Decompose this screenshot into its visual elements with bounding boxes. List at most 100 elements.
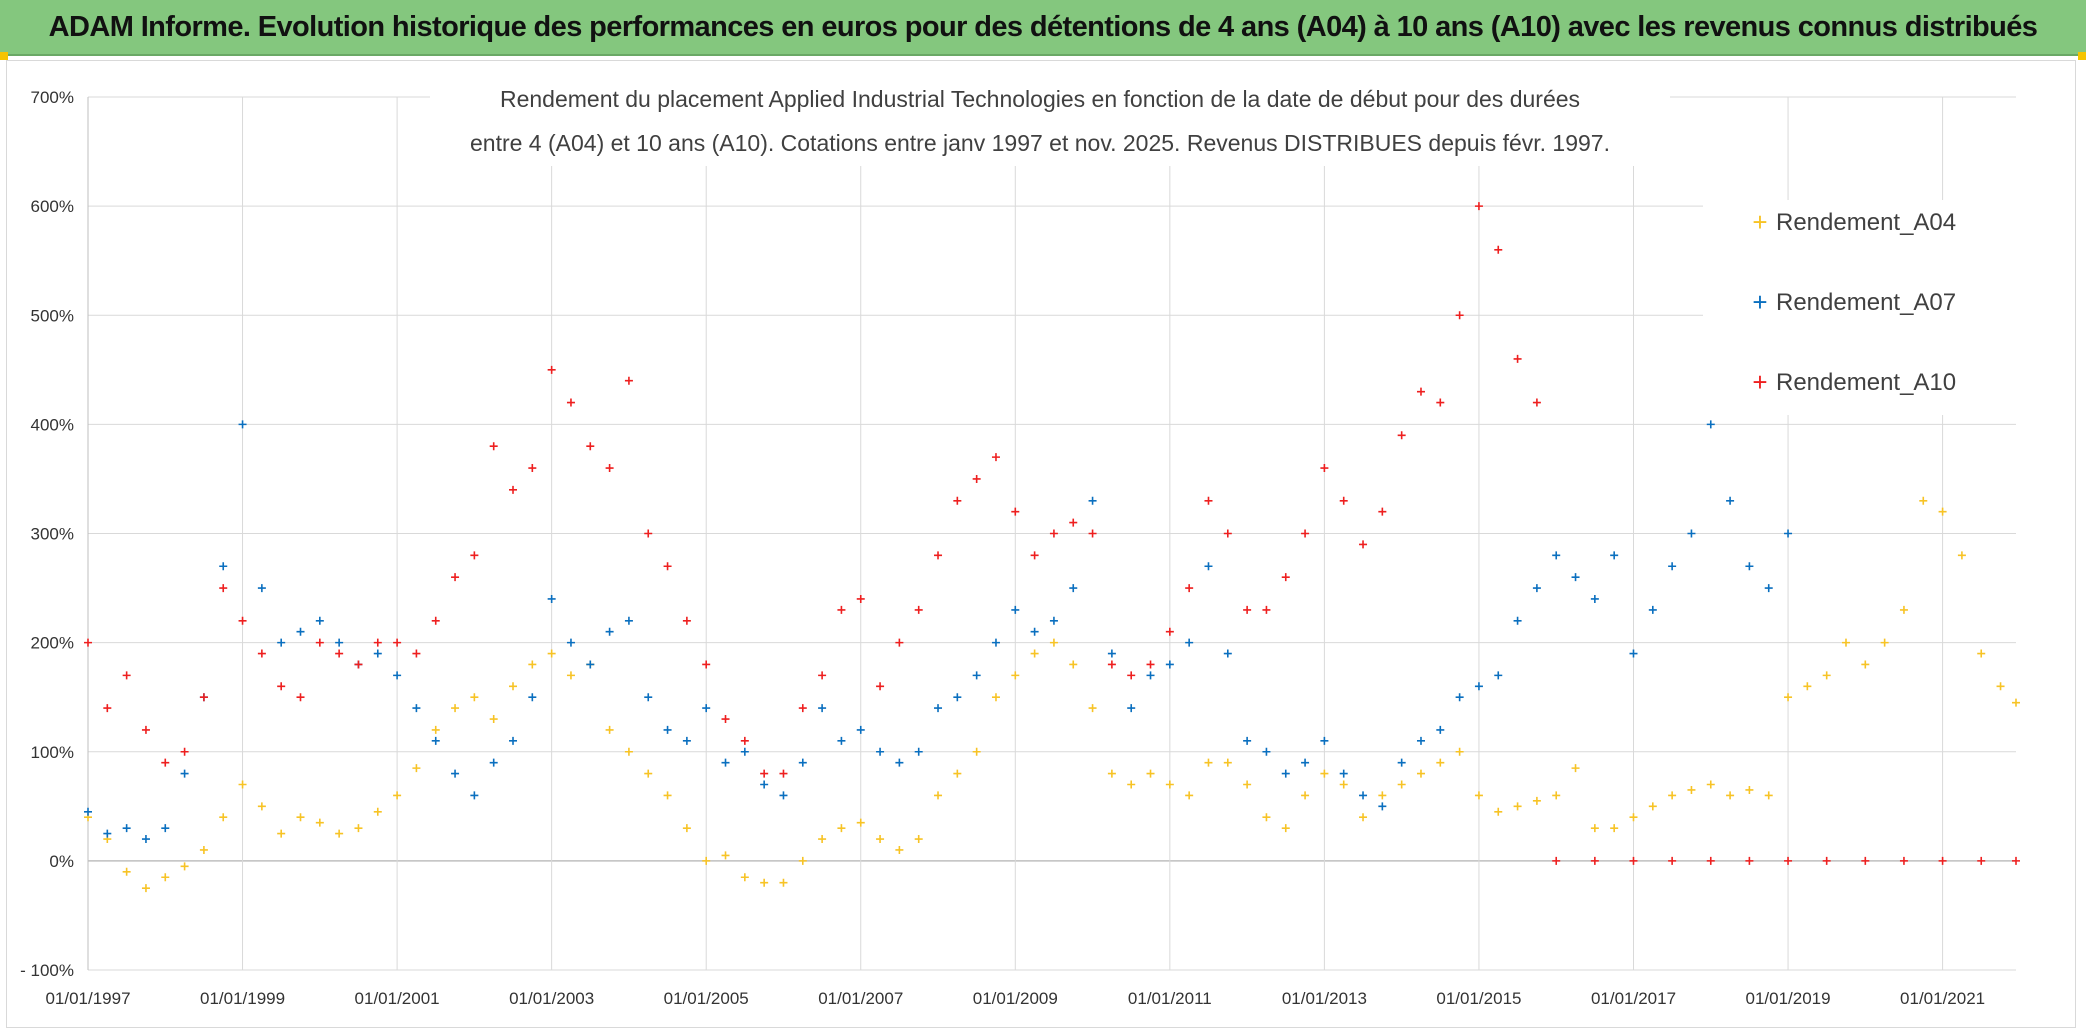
data-point	[1668, 791, 1677, 800]
data-point	[122, 867, 131, 876]
data-point	[837, 736, 846, 745]
legend-marker-a07: +	[1752, 287, 1767, 317]
data-point	[1957, 551, 1966, 560]
data-point	[1339, 769, 1348, 778]
data-point	[1513, 802, 1522, 811]
data-point	[914, 747, 923, 756]
data-point	[1590, 856, 1599, 865]
data-point	[1223, 649, 1232, 658]
data-point	[1436, 398, 1445, 407]
data-point	[934, 704, 943, 713]
data-point	[566, 638, 575, 647]
data-point	[1301, 791, 1310, 800]
data-point	[1049, 616, 1058, 625]
data-point	[257, 584, 266, 593]
data-point	[663, 725, 672, 734]
data-point	[779, 769, 788, 778]
data-point	[1165, 780, 1174, 789]
data-point	[393, 638, 402, 647]
data-point	[547, 594, 556, 603]
x-tick-label: 01/01/2003	[509, 989, 594, 1008]
data-point	[1320, 464, 1329, 473]
data-point	[1610, 824, 1619, 833]
data-point	[991, 693, 1000, 702]
data-point	[721, 851, 730, 860]
data-point	[1571, 573, 1580, 582]
data-point	[238, 780, 247, 789]
y-tick-label: 400%	[31, 415, 74, 434]
data-point	[566, 671, 575, 680]
data-point	[1185, 791, 1194, 800]
y-tick-label: - 100%	[20, 961, 74, 980]
data-point	[373, 649, 382, 658]
data-point	[1474, 682, 1483, 691]
data-point	[760, 780, 769, 789]
data-point	[1011, 507, 1020, 516]
data-point	[1532, 398, 1541, 407]
data-point	[1977, 856, 1986, 865]
data-point	[315, 616, 324, 625]
x-tick-label: 01/01/2017	[1591, 989, 1676, 1008]
data-point	[1165, 660, 1174, 669]
legend-marker-a04: +	[1752, 207, 1767, 237]
data-point	[1745, 856, 1754, 865]
data-point	[1822, 856, 1831, 865]
data-point	[84, 807, 92, 816]
data-point	[624, 747, 633, 756]
data-point	[1494, 671, 1503, 680]
data-point	[219, 584, 228, 593]
grid-layer	[87, 96, 2016, 971]
data-point	[528, 464, 537, 473]
data-point	[509, 736, 518, 745]
data-point	[856, 818, 865, 827]
data-point	[1320, 769, 1329, 778]
data-point	[1069, 518, 1078, 527]
data-point	[1822, 671, 1831, 680]
data-point	[1262, 813, 1271, 822]
data-point	[1513, 616, 1522, 625]
data-point	[1339, 780, 1348, 789]
data-point	[1301, 758, 1310, 767]
data-point	[277, 682, 286, 691]
legend-label-a10: Rendement_A10	[1776, 369, 1956, 396]
data-point	[914, 835, 923, 844]
data-point	[431, 736, 440, 745]
data-point	[547, 365, 556, 374]
data-point	[1552, 856, 1561, 865]
data-point	[528, 660, 537, 669]
data-point	[702, 856, 711, 865]
data-point	[1706, 856, 1715, 865]
data-point	[335, 829, 344, 838]
data-point	[1784, 693, 1793, 702]
data-point	[740, 873, 749, 882]
data-point	[934, 791, 943, 800]
data-point	[1397, 758, 1406, 767]
data-point	[991, 638, 1000, 647]
data-point	[895, 638, 904, 647]
data-point	[1687, 529, 1696, 538]
data-point	[528, 693, 537, 702]
data-point	[1532, 796, 1541, 805]
chart-legend: + Rendement_A04 + Rendement_A07 + Rendem…	[1703, 200, 2018, 415]
data-point	[760, 878, 769, 887]
data-point	[895, 758, 904, 767]
data-point	[1146, 769, 1155, 778]
data-point	[1706, 780, 1715, 789]
data-point	[1011, 605, 1020, 614]
data-point	[1552, 791, 1561, 800]
y-tick-label: 300%	[31, 525, 74, 544]
data-point	[296, 627, 305, 636]
data-point	[412, 764, 421, 773]
data-point	[1030, 627, 1039, 636]
x-tick-label: 01/01/2007	[818, 989, 903, 1008]
data-point	[721, 715, 730, 724]
data-point	[702, 660, 711, 669]
data-point	[1243, 780, 1252, 789]
data-point	[876, 835, 885, 844]
data-point	[1339, 496, 1348, 505]
data-point	[1726, 496, 1735, 505]
data-point	[895, 845, 904, 854]
data-point	[1532, 584, 1541, 593]
data-point	[624, 616, 633, 625]
data-point	[586, 660, 595, 669]
